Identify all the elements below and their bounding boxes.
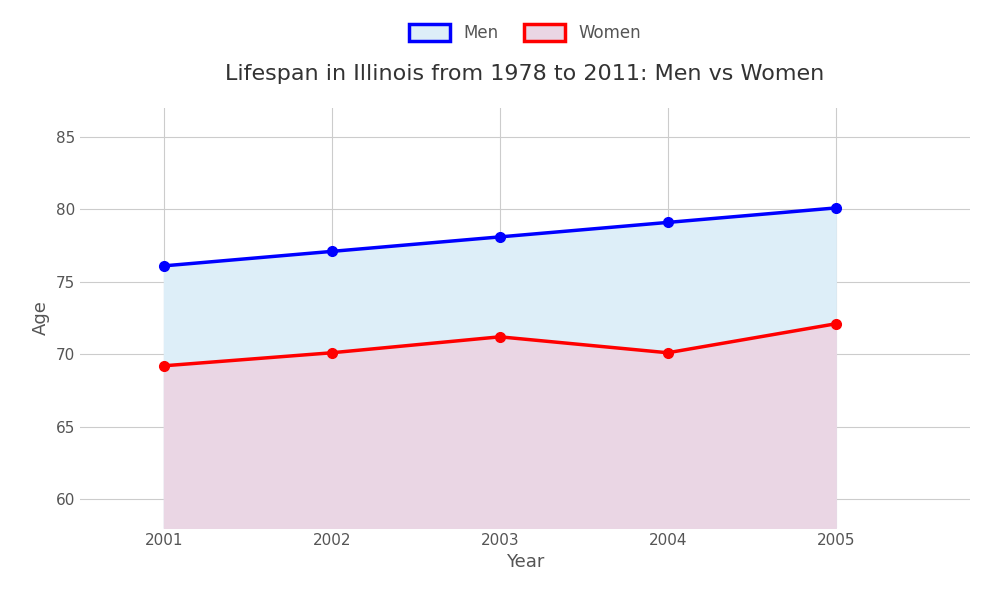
Title: Lifespan in Illinois from 1978 to 2011: Men vs Women: Lifespan in Illinois from 1978 to 2011: … [225, 64, 825, 84]
Y-axis label: Age: Age [32, 301, 50, 335]
X-axis label: Year: Year [506, 553, 544, 571]
Legend: Men, Women: Men, Women [409, 24, 641, 42]
